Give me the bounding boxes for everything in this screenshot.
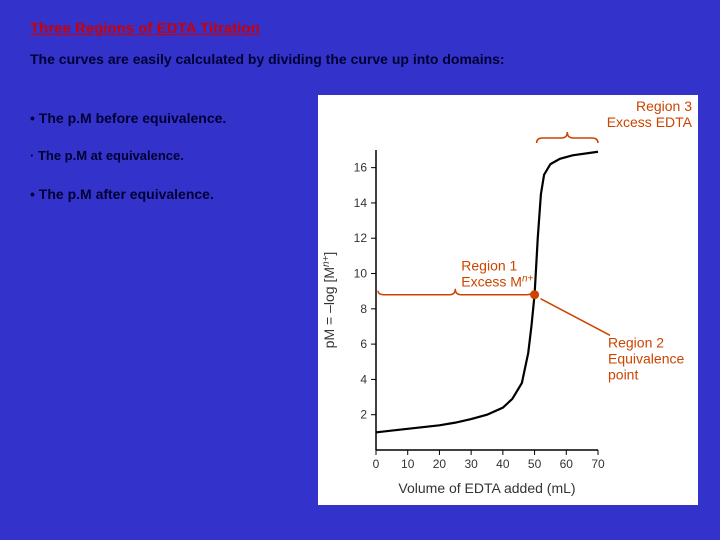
svg-text:14: 14 [354,196,368,210]
svg-text:4: 4 [360,372,367,386]
svg-text:10: 10 [401,457,415,471]
titration-chart: 0 10 20 30 40 50 60 70 2 4 6 8 10 12 14 16 Volume of EDT… [318,95,698,505]
bullet-at: · The p.M at equivalence. [30,148,184,163]
svg-text:60: 60 [560,457,574,471]
svg-text:30: 30 [464,457,478,471]
chart-svg: 0 10 20 30 40 50 60 70 2 4 6 8 10 12 14 16 Volume of EDT… [318,95,698,505]
svg-text:Region 2: Region 2 [608,334,664,350]
svg-text:Equivalence: Equivalence [608,350,684,366]
svg-text:10: 10 [354,267,368,281]
bullet-after: • The p.M after equivalence. [30,186,214,202]
svg-text:8: 8 [360,302,367,316]
svg-text:0: 0 [373,457,380,471]
svg-text:12: 12 [354,231,368,245]
slide-title: Three Regions of EDTA Titration [30,20,260,37]
intro-text: The curves are easily calculated by divi… [30,50,570,68]
bullet-before: • The p.M before equivalence. [30,110,226,126]
svg-text:6: 6 [360,337,367,351]
svg-text:Region 1: Region 1 [461,258,517,274]
svg-text:Excess Mn+: Excess Mn+ [461,274,533,290]
svg-text:40: 40 [496,457,510,471]
svg-text:Volume of EDTA added (mL): Volume of EDTA added (mL) [398,480,575,496]
svg-text:20: 20 [433,457,447,471]
svg-text:Region 3: Region 3 [636,98,692,114]
svg-text:point: point [608,366,638,382]
svg-text:16: 16 [354,161,368,175]
svg-text:2: 2 [360,408,367,422]
svg-text:pM = –log [Mn+]: pM = –log [Mn+] [321,252,337,349]
svg-text:50: 50 [528,457,542,471]
svg-text:Excess EDTA: Excess EDTA [607,114,693,130]
svg-text:70: 70 [591,457,605,471]
